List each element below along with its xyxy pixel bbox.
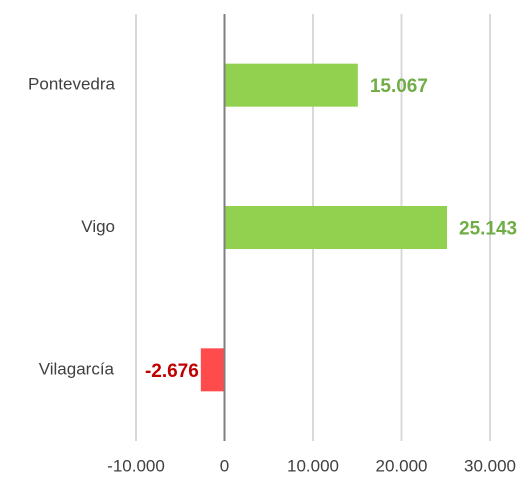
bar [224,206,448,249]
data-label: -2.676 [145,361,199,382]
x-tick-label: 10.000 [287,456,339,475]
data-label: 25.143 [459,219,517,240]
data-label: 15.067 [370,76,428,97]
x-tick-label: -10.000 [107,456,165,475]
x-tick-label: 30.000 [464,456,516,475]
x-tick-label: 0 [220,456,229,475]
bar [200,348,225,392]
y-tick-label: Vigo [81,217,115,236]
bar [224,63,358,107]
x-tick-label: 20.000 [376,456,428,475]
y-tick-label: Vilagarcía [39,359,115,378]
y-tick-label: Pontevedra [28,75,115,94]
